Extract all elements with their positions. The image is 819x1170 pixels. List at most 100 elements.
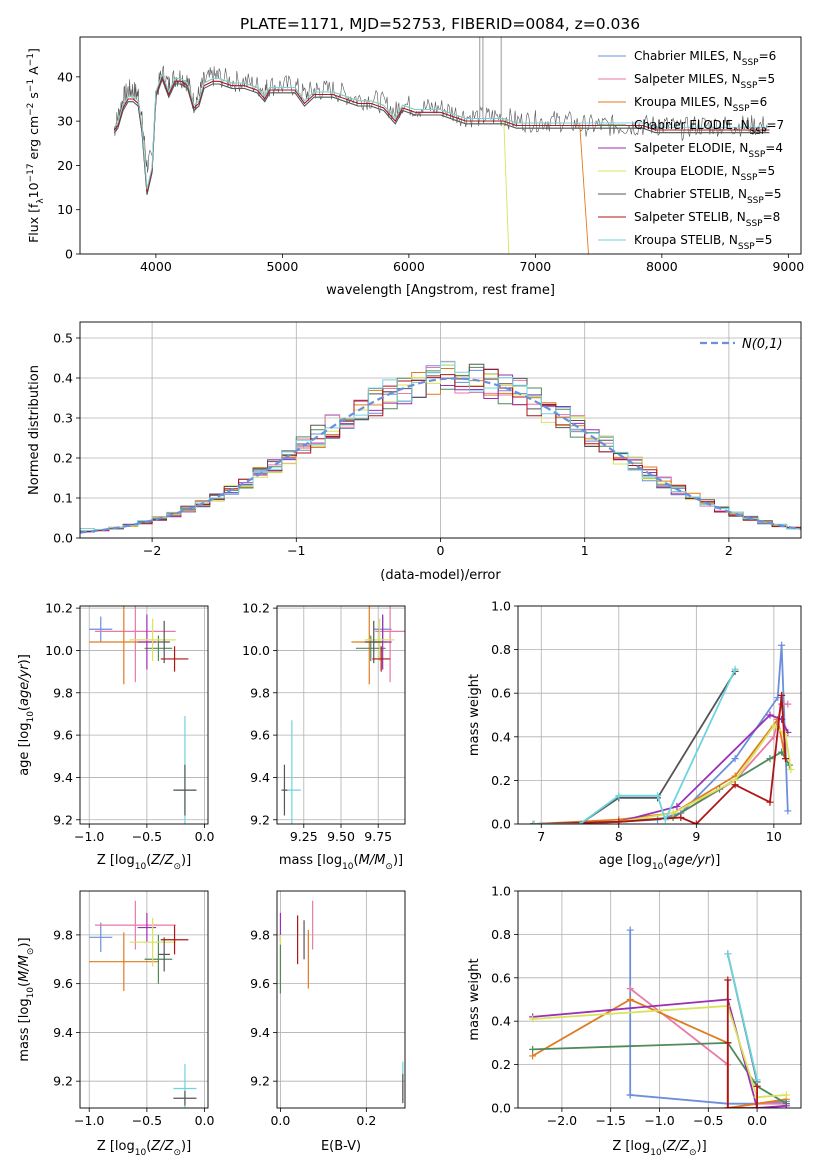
x-axis-label: age [log10(age/yr)] (599, 853, 721, 872)
y-axis-label: Normed distribution (27, 365, 42, 495)
weight-marker (724, 1039, 732, 1047)
y-tick-label: 0.4 (53, 371, 73, 386)
y-tick-label: 0.2 (53, 451, 73, 466)
y-tick-label: 9.4 (250, 1025, 270, 1040)
x-tick-label: −1 (287, 543, 305, 558)
y-axis-label: mass weight (467, 674, 482, 756)
legend-label: Salpeter STELIB, NSSP=8 (634, 210, 780, 229)
axes-frame (276, 890, 406, 1109)
y-tick-label: 9.4 (250, 770, 270, 785)
y-tick-label: 0.8 (491, 927, 511, 942)
y-tick-label: 9.2 (250, 1074, 270, 1089)
y-tick-label: 9.6 (53, 976, 73, 991)
x-tick-label: −0.5 (132, 829, 162, 844)
observed-spectrum (113, 65, 769, 173)
y-tick-label: 10.2 (242, 601, 270, 616)
weight-marker (677, 813, 685, 821)
axes-mass-vs-EBV: 0.0 0.2 9.2 9.4 9.6 9.8 E(B-V) (250, 890, 406, 1154)
weight-marker (778, 748, 786, 756)
weight-marker (731, 781, 739, 789)
model-spectrum (113, 78, 770, 195)
legend-label: N(0,1) (742, 337, 783, 352)
y-tick-label: 10.0 (242, 643, 270, 658)
weight-series (726, 980, 758, 1108)
x-tick-label: 9.25 (290, 829, 318, 844)
y-tick-label: 0.0 (491, 817, 511, 832)
x-tick-label: 0.0 (195, 1113, 215, 1128)
y-axis-label: mass weight (467, 958, 482, 1040)
axes-mass-vs-Z: −1.0 −0.5 0.0 9.2 9.4 9.6 9.8 Z [log10(Z/Z⊙)] ma… (17, 890, 215, 1158)
weight-marker (770, 722, 778, 730)
y-tick-label: 9.8 (53, 927, 73, 942)
weight-marker (784, 807, 792, 815)
weight-marker (615, 818, 623, 824)
x-tick-label: 0.2 (356, 1113, 376, 1128)
weight-marker (778, 691, 786, 699)
normal-curve (80, 377, 801, 534)
x-tick-label: 8 (615, 829, 623, 844)
y-tick-label: 0.5 (53, 331, 73, 346)
legend-label: Chabrier ELODIE, NSSP=7 (634, 118, 784, 137)
weight-marker (766, 798, 774, 806)
y-tick-label: 1.0 (491, 884, 511, 899)
x-axis-label: mass [log10(M/M⊙)] (279, 853, 403, 872)
model-spectrum (113, 75, 770, 193)
legend-label: Salpeter MILES, NSSP=5 (634, 72, 775, 91)
weight-marker (782, 1102, 790, 1108)
x-tick-label: 0.0 (270, 1113, 290, 1128)
model-spectrum (113, 72, 510, 254)
weight-marker (782, 1091, 790, 1099)
weight-marker (529, 1015, 537, 1023)
weight-series (629, 987, 787, 1108)
weight-marker (529, 1045, 537, 1053)
y-tick-label: 10.2 (45, 601, 73, 616)
weight-marker (576, 820, 584, 824)
weight-marker (731, 665, 739, 673)
y-tick-label: 0.0 (491, 1101, 511, 1116)
weight-marker (753, 1104, 761, 1108)
axes-spectrum: 4000 5000 6000 7000 8000 9000 0 10 20 30 40 wavelen… (26, 36, 804, 298)
x-tick-label: 2 (725, 543, 733, 558)
plot-area (530, 641, 795, 824)
legend-label: Kroupa MILES, NSSP=6 (634, 95, 767, 114)
y-tick-label: 9.6 (53, 728, 73, 743)
x-tick-label: 0 (437, 543, 445, 558)
y-tick-label: 0.2 (491, 1057, 511, 1072)
weight-series (726, 953, 758, 1081)
x-tick-label: −0.5 (132, 1113, 162, 1128)
x-tick-label: −1.0 (644, 1113, 674, 1128)
y-tick-label: 0.3 (53, 411, 73, 426)
y-tick-label: 9.8 (250, 927, 270, 942)
x-tick-label: 10 (766, 829, 782, 844)
x-tick-label: 7000 (519, 259, 551, 274)
weight-marker (724, 1104, 732, 1108)
weight-marker (753, 1076, 761, 1084)
y-tick-label: 0 (65, 247, 73, 262)
axes-frame (517, 605, 802, 825)
x-tick-label: 9 (692, 829, 700, 844)
y-tick-label: 30 (57, 114, 73, 129)
legend-label: Chabrier STELIB, NSSP=5 (634, 187, 782, 206)
y-axis-label-text: age [log10(age/yr)] (17, 654, 36, 776)
weight-marker (626, 985, 634, 993)
axes-age-vs-Z: −1.0 −0.5 0.0 9.2 9.4 9.6 9.8 10.0 10.2 Z [log10(… (17, 601, 215, 872)
figure-title: PLATE=1171, MJD=52753, FIBERID=0084, z=0… (240, 15, 640, 33)
x-tick-label: 0.0 (747, 1113, 767, 1128)
axes-weight-vs-Z: −2.0 −1.5 −1.0 −0.5 0.0 0.0 0.2 0.4 0.6 0.8 1.0 Z [… (467, 884, 802, 1158)
y-tick-label: 0.0 (53, 531, 73, 546)
y-axis-label: Flux [fλ10−17 erg cm−2 s−1 A−1] (26, 48, 46, 243)
x-tick-label: 9.50 (327, 829, 355, 844)
weight-marker (661, 816, 669, 824)
x-tick-label: 0.0 (195, 829, 215, 844)
weight-marker (530, 820, 538, 824)
x-axis-label: Z [log10(Z/Z⊙)] (97, 1139, 191, 1158)
plot-area (113, 37, 770, 254)
model-spectrum (113, 72, 770, 190)
weight-series (532, 1005, 787, 1099)
plot-area (89, 606, 197, 824)
y-tick-label: 9.6 (250, 728, 270, 743)
y-tick-label: 0.8 (491, 642, 511, 657)
y-axis-label: age [log10(age/yr)] (17, 654, 36, 776)
x-tick-label: 1 (581, 543, 589, 558)
weight-marker (784, 700, 792, 708)
